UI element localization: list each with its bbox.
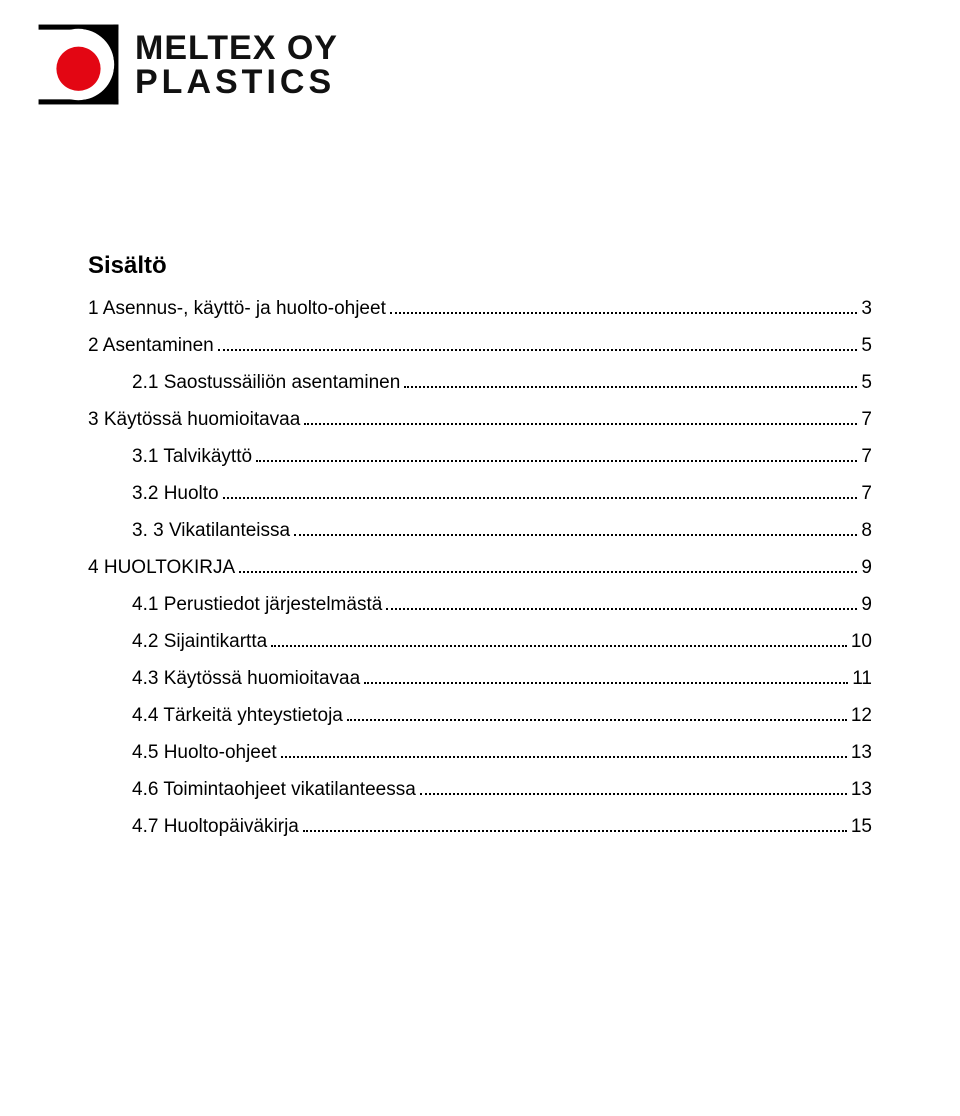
toc-entry-page: 7	[861, 409, 872, 431]
toc-leader-dots	[294, 524, 857, 536]
toc-leader-dots	[390, 302, 858, 314]
logo-text: MELTEX OY PLASTICS	[135, 31, 338, 99]
toc-entry-label: 4.4 Tärkeitä yhteystietoja	[132, 705, 343, 727]
toc-entry[interactable]: 3. 3 Vikatilanteissa 8	[88, 520, 872, 542]
toc-entry[interactable]: 4.4 Tärkeitä yhteystietoja 12	[88, 705, 872, 727]
toc-entry[interactable]: 4 HUOLTOKIRJA 9	[88, 557, 872, 579]
toc-entry-page: 9	[861, 594, 872, 616]
toc-entry[interactable]: 4.1 Perustiedot järjestelmästä 9	[88, 594, 872, 616]
toc-leader-dots	[347, 709, 847, 721]
toc-entry-page: 15	[851, 816, 872, 838]
toc-entry-page: 13	[851, 742, 872, 764]
logo-line-2: PLASTICS	[135, 65, 338, 99]
toc-entry-page: 7	[861, 483, 872, 505]
toc-entry-label: 4.7 Huoltopäiväkirja	[132, 816, 299, 838]
toc-leader-dots	[239, 561, 857, 573]
toc-leader-dots	[223, 487, 858, 499]
toc-entry[interactable]: 3.1 Talvikäyttö 7	[88, 446, 872, 468]
toc-entry[interactable]: 2.1 Saostussäiliön asentaminen 5	[88, 372, 872, 394]
toc-leader-dots	[271, 635, 847, 647]
toc-entry-label: 4.2 Sijaintikartta	[132, 631, 267, 653]
toc-entry-label: 3. 3 Vikatilanteissa	[132, 520, 290, 542]
toc-entry-label: 2.1 Saostussäiliön asentaminen	[132, 372, 400, 394]
toc-leader-dots	[256, 450, 857, 462]
toc-entry-label: 4.1 Perustiedot järjestelmästä	[132, 594, 382, 616]
toc-entry-page: 7	[861, 446, 872, 468]
toc-entry-page: 5	[861, 372, 872, 394]
toc-entry-label: 4.5 Huolto-ohjeet	[132, 742, 277, 764]
toc-leader-dots	[218, 339, 858, 351]
toc-entry[interactable]: 4.2 Sijaintikartta 10	[88, 631, 872, 653]
toc-entry-page: 11	[852, 668, 872, 690]
toc-leader-dots	[281, 746, 847, 758]
table-of-contents: 1 Asennus-, käyttö- ja huolto-ohjeet 3 2 A…	[88, 298, 872, 838]
toc-leader-dots	[304, 413, 857, 425]
toc-entry-page: 13	[851, 779, 872, 801]
toc-leader-dots	[364, 672, 848, 684]
toc-entry-label: 4.3 Käytössä huomioitavaa	[132, 668, 360, 690]
logo-mark-icon	[36, 22, 121, 107]
toc-entry[interactable]: 4.5 Huolto-ohjeet 13	[88, 742, 872, 764]
toc-entry-label: 4.6 Toimintaohjeet vikatilanteessa	[132, 779, 416, 801]
toc-entry-label: 3.1 Talvikäyttö	[132, 446, 252, 468]
toc-entry-page: 5	[861, 335, 872, 357]
toc-entry-page: 3	[861, 298, 872, 320]
toc-entry[interactable]: 4.3 Käytössä huomioitavaa 11	[88, 668, 872, 690]
toc-entry-label: 1 Asennus-, käyttö- ja huolto-ohjeet	[88, 298, 386, 320]
toc-leader-dots	[386, 598, 857, 610]
toc-entry-label: 3.2 Huolto	[132, 483, 219, 505]
toc-entry-page: 8	[861, 520, 872, 542]
toc-entry[interactable]: 2 Asentaminen 5	[88, 335, 872, 357]
logo: MELTEX OY PLASTICS	[36, 22, 872, 107]
toc-leader-dots	[303, 820, 847, 832]
logo-line-1: MELTEX OY	[135, 31, 338, 65]
toc-entry-page: 10	[851, 631, 872, 653]
toc-leader-dots	[420, 783, 847, 795]
toc-entry[interactable]: 3.2 Huolto 7	[88, 483, 872, 505]
toc-entry[interactable]: 1 Asennus-, käyttö- ja huolto-ohjeet 3	[88, 298, 872, 320]
toc-heading: Sisältö	[88, 252, 872, 280]
toc-entry-label: 2 Asentaminen	[88, 335, 214, 357]
toc-entry-page: 12	[851, 705, 872, 727]
toc-entry-label: 4 HUOLTOKIRJA	[88, 557, 235, 579]
toc-entry[interactable]: 3 Käytössä huomioitavaa 7	[88, 409, 872, 431]
toc-entry[interactable]: 4.6 Toimintaohjeet vikatilanteessa 13	[88, 779, 872, 801]
toc-leader-dots	[404, 376, 857, 388]
toc-entry[interactable]: 4.7 Huoltopäiväkirja 15	[88, 816, 872, 838]
toc-entry-page: 9	[861, 557, 872, 579]
toc-entry-label: 3 Käytössä huomioitavaa	[88, 409, 300, 431]
